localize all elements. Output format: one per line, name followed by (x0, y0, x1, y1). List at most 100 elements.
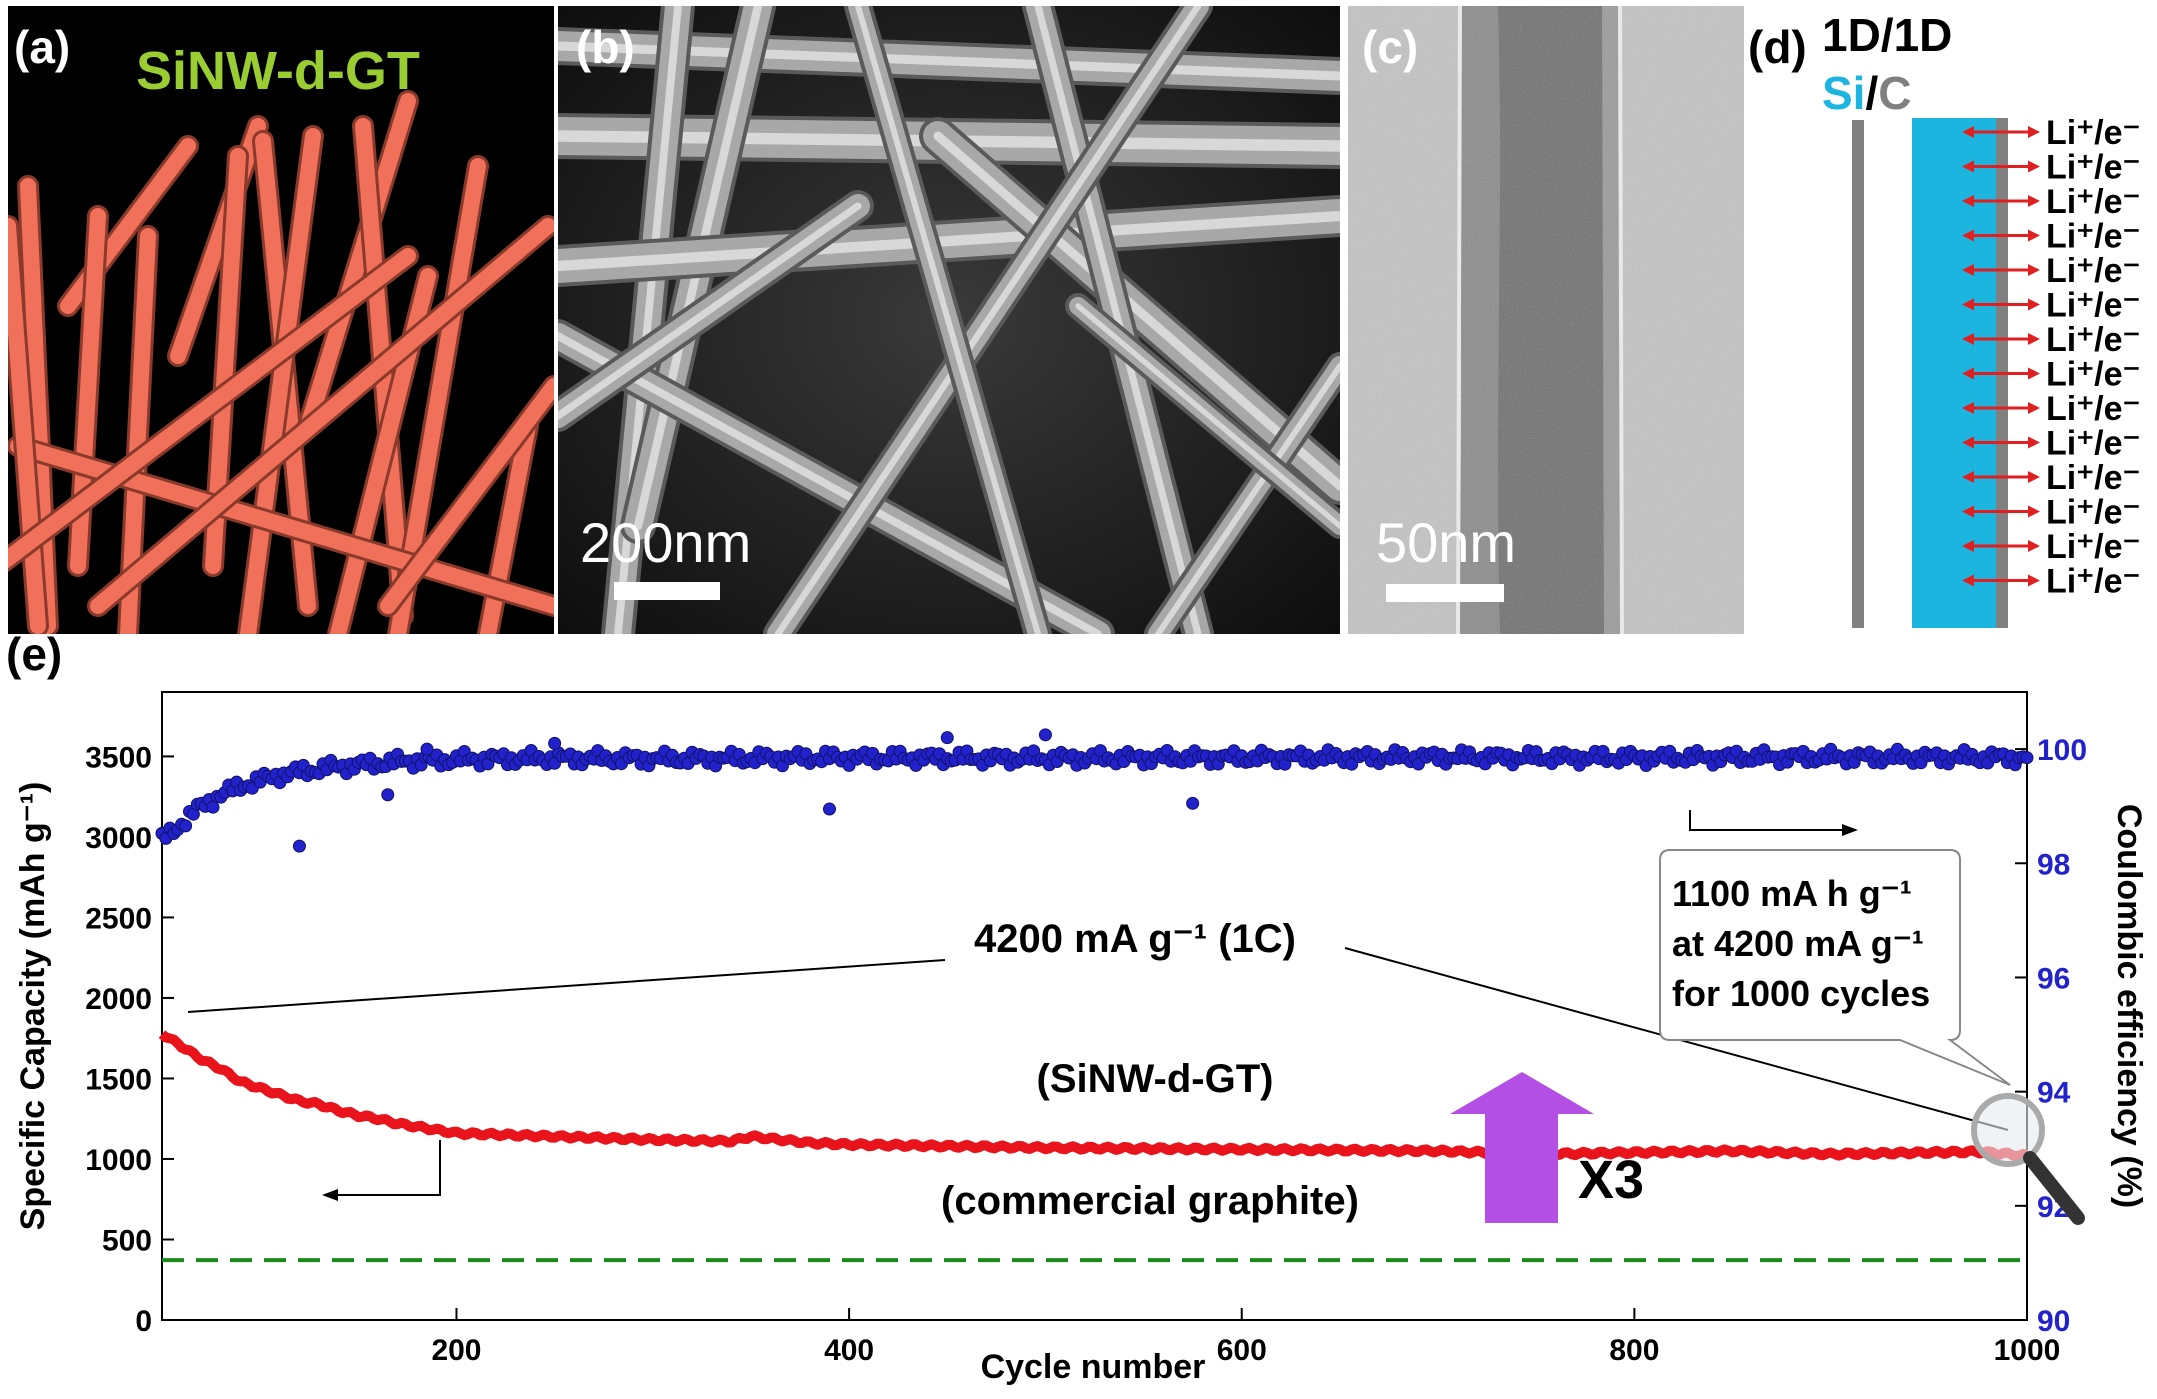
x-axis-ticks: 200 400 600 800 1000 (431, 1308, 2060, 1367)
ion-arrowhead-left (1962, 264, 1974, 276)
nanowire-rod (8, 248, 416, 569)
y-tick-label: 0 (135, 1305, 152, 1338)
y-tick-label: 1000 (85, 1144, 152, 1177)
sem-wire-highlight (933, 131, 1340, 491)
efficiency-outlier-point (822, 802, 836, 816)
ion-label: Li⁺/e⁻ (2046, 252, 2140, 290)
ion-label: Li⁺/e⁻ (2046, 356, 2140, 394)
nanowire-rod (380, 378, 554, 614)
scale-text-50nm: 50nm (1376, 511, 1517, 574)
callout-line-2: at 4200 mA g⁻¹ (1672, 923, 1924, 964)
rate-pointer-left (187, 959, 946, 1013)
y-axis-title: Specific Capacity (mAh g⁻¹) (14, 782, 52, 1231)
efficiency-outlier-point (292, 839, 306, 853)
sem-wire-highlight (1075, 303, 1340, 529)
y2-tick-label: 98 (2037, 848, 2070, 881)
x3-up-arrow (1450, 1072, 1594, 1223)
nanowire-rod (90, 218, 554, 614)
ion-arrows: Li⁺/e⁻Li⁺/e⁻Li⁺/e⁻Li⁺/e⁻Li⁺/e⁻Li⁺/e⁻Li⁺/… (1962, 114, 2140, 601)
ion-arrowhead-left (1962, 436, 1974, 449)
y2-tick-label: 90 (2037, 1305, 2070, 1338)
callout-box (1659, 849, 2011, 1086)
ion-arrowhead-left (1962, 540, 1974, 552)
ion-arrowhead-left (1962, 195, 1974, 207)
nanowire-rod (8, 218, 46, 634)
panel-a-label: (a) (14, 21, 71, 73)
series-layer (155, 728, 2034, 1263)
ion-arrowhead-left (1962, 471, 1974, 483)
efficiency-outlier-point (381, 788, 395, 802)
ion-arrowhead-left (1962, 229, 1974, 242)
ion-arrowhead-right (2028, 574, 2040, 587)
y-tick-label: 2500 (85, 902, 152, 935)
panel-b-label: (b) (576, 21, 635, 73)
ion-arrowhead-right (2028, 229, 2040, 242)
panel-d-schematic: (d) 1D/1D Si/C Li⁺/e⁻ Li⁺/e⁻ Li⁺/e⁻ Li⁺/e⁻ L… (1744, 0, 2157, 640)
ion-label: Li⁺/e⁻ (2046, 321, 2140, 359)
sem-wire-highlight (558, 210, 1340, 272)
y-tick-label: 1500 (85, 1063, 152, 1096)
tem-image (1348, 6, 1744, 634)
carbon-tube-wall (1852, 120, 1864, 628)
nanowire-rod (20, 178, 56, 634)
y2-tick-label: 100 (2037, 734, 2087, 767)
ion-arrowhead-right (2028, 298, 2040, 311)
nanowire-rod (300, 93, 416, 434)
x-tick-label: 400 (824, 1334, 874, 1367)
efficiency-outlier-point (1038, 728, 1052, 742)
ion-label: Li⁺/e⁻ (2046, 494, 2140, 532)
ion-arrowhead-left (1962, 126, 1974, 138)
ion-label: Li⁺/e⁻ (2046, 114, 2140, 152)
sem-wire-highlight (1034, 6, 1202, 634)
efficiency-outlier-point (548, 736, 562, 750)
ion-arrowhead-left (1962, 367, 1974, 380)
ion-arrowhead-right (2028, 367, 2040, 380)
si-c-label: Si/C (1822, 66, 1911, 120)
sample-annotation: (SiNW-d-GT) (1037, 1057, 1274, 1101)
ion-arrowhead-right (2028, 436, 2040, 449)
sem-nanowires (558, 6, 1340, 634)
y2-axis-title: Coulombic efficiency (%) (2110, 804, 2148, 1208)
panel-d-title: 1D/1D (1822, 9, 1953, 61)
ion-arrowhead-left (1962, 333, 1974, 345)
ion-label: Li⁺/e⁻ (2046, 425, 2140, 463)
nanowire-rendering (8, 90, 554, 634)
efficiency-point (206, 800, 220, 814)
ion-arrowhead-right (2028, 402, 2040, 414)
y2-tick-label: 94 (2037, 1077, 2071, 1110)
sem-image (558, 6, 1340, 634)
ion-label: Li⁺/e⁻ (2046, 287, 2140, 325)
panel-a-title: SiNW-d-GT (136, 41, 420, 101)
ion-label: Li⁺/e⁻ (2046, 528, 2140, 566)
efficiency-point (179, 819, 193, 833)
efficiency-outlier-point (940, 731, 954, 745)
sem-wire-highlight (558, 332, 1102, 634)
nanowire-rod (240, 128, 321, 634)
ion-label: Li⁺/e⁻ (2046, 563, 2140, 601)
ion-label: Li⁺/e⁻ (2046, 459, 2140, 497)
y-tick-label: 2000 (85, 983, 152, 1016)
capacity-series-line (158, 1030, 2029, 1162)
ion-arrowhead-right (2028, 540, 2040, 552)
efficiency-point (2020, 751, 2034, 765)
efficiency-outlier-point (1186, 796, 1200, 810)
scale-bar-50nm (1386, 584, 1504, 602)
callout-line-1: 1100 mA h g⁻¹ (1672, 873, 1912, 914)
ion-label: Li⁺/e⁻ (2046, 149, 2140, 187)
ion-arrowhead-left (1962, 574, 1974, 587)
ion-arrowhead-left (1962, 298, 1974, 311)
slash-text: / (1865, 67, 1879, 119)
sem-wire-highlight (855, 6, 1041, 634)
rate-annotation: 4200 mA g⁻¹ (1C) (974, 917, 1296, 961)
ion-arrowhead-right (2028, 160, 2040, 173)
ion-label: Li⁺/e⁻ (2046, 183, 2140, 221)
ion-arrowhead-right (2028, 195, 2040, 207)
panel-d-label: (d) (1748, 21, 1807, 73)
panel-c-label: (c) (1362, 21, 1419, 73)
magnifier-icon (1971, 1093, 2085, 1225)
si-text: Si (1822, 67, 1866, 119)
efficiency-arrowhead (1842, 824, 1858, 836)
plot-frame (161, 691, 2028, 1321)
